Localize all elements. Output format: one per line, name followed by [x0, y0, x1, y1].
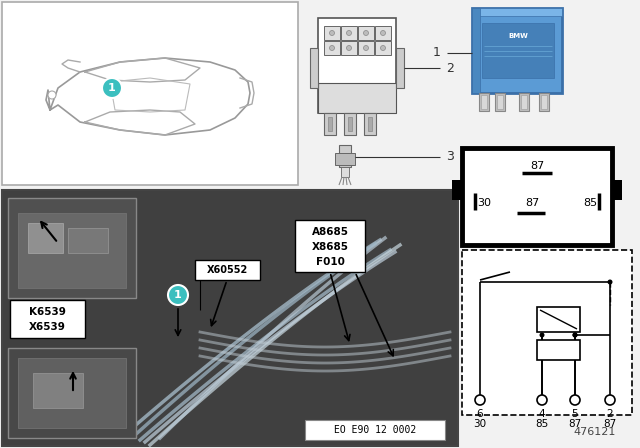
Bar [462, 148, 612, 245]
Bar [519, 93, 529, 111]
Bar [521, 95, 527, 109]
Text: 3: 3 [446, 151, 454, 164]
Text: 87: 87 [604, 419, 616, 429]
Circle shape [168, 285, 188, 305]
Text: 87: 87 [525, 198, 539, 208]
Circle shape [346, 30, 351, 35]
Text: 476121: 476121 [574, 427, 616, 437]
Circle shape [475, 395, 485, 405]
Bar [482, 23, 554, 78]
Bar [537, 307, 580, 332]
Bar [497, 95, 503, 109]
Bar [2, 190, 458, 446]
Bar [472, 8, 562, 16]
Text: 4: 4 [539, 409, 545, 419]
Bar [324, 26, 340, 40]
Bar [452, 180, 462, 200]
Circle shape [573, 332, 577, 337]
Circle shape [607, 280, 612, 284]
Text: 2: 2 [607, 409, 613, 419]
Bar [368, 117, 372, 131]
Bar [396, 48, 404, 88]
Bar [318, 18, 396, 113]
Text: F010: F010 [316, 257, 344, 267]
Bar [68, 228, 108, 253]
Bar [335, 153, 355, 165]
Text: 1: 1 [108, 83, 116, 93]
Bar [341, 26, 357, 40]
Bar [10, 300, 85, 338]
Circle shape [48, 91, 56, 99]
Circle shape [540, 332, 545, 337]
Text: A8685: A8685 [312, 227, 349, 237]
Text: 30: 30 [474, 419, 486, 429]
Bar [2, 2, 298, 185]
Bar [472, 8, 562, 93]
Text: EO E90 12 0002: EO E90 12 0002 [334, 425, 416, 435]
Text: 30: 30 [477, 198, 491, 208]
Bar [495, 93, 505, 111]
Bar [310, 48, 318, 88]
Text: 2: 2 [446, 61, 454, 74]
Text: 1: 1 [433, 47, 441, 60]
Bar [18, 213, 126, 288]
Bar [324, 113, 336, 135]
Bar [358, 41, 374, 55]
Bar [472, 8, 480, 93]
Text: 5: 5 [572, 409, 579, 419]
Text: X60552: X60552 [206, 265, 248, 275]
Circle shape [330, 30, 335, 35]
Text: K6539: K6539 [29, 307, 65, 317]
Bar [28, 223, 63, 253]
Circle shape [537, 395, 547, 405]
Text: X8685: X8685 [312, 242, 349, 252]
Bar [318, 83, 396, 113]
Text: BMW: BMW [508, 33, 528, 39]
Bar [479, 93, 489, 111]
Bar [18, 358, 126, 428]
Bar [358, 26, 374, 40]
Circle shape [381, 46, 385, 51]
Bar [541, 95, 547, 109]
Circle shape [102, 78, 122, 98]
Circle shape [346, 46, 351, 51]
Bar [375, 41, 391, 55]
Bar [539, 93, 549, 111]
Circle shape [330, 46, 335, 51]
Bar [612, 180, 622, 200]
Text: 85: 85 [536, 419, 548, 429]
Circle shape [573, 332, 577, 337]
Bar [33, 373, 83, 408]
Bar [339, 145, 351, 167]
Bar [375, 26, 391, 40]
Bar [195, 260, 260, 280]
Bar [348, 117, 352, 131]
Circle shape [364, 46, 369, 51]
Circle shape [364, 30, 369, 35]
Text: 6: 6 [477, 409, 483, 419]
Text: 1: 1 [174, 290, 182, 300]
Text: 87: 87 [568, 419, 582, 429]
Bar [462, 250, 632, 415]
Circle shape [605, 395, 615, 405]
Text: X6539: X6539 [29, 322, 65, 332]
Bar [8, 348, 136, 438]
Text: 87: 87 [530, 161, 544, 171]
Text: 85: 85 [583, 198, 597, 208]
Bar [537, 340, 580, 360]
Circle shape [570, 395, 580, 405]
Bar [344, 113, 356, 135]
Bar [295, 220, 365, 272]
Bar [341, 41, 357, 55]
Circle shape [381, 30, 385, 35]
Bar [341, 167, 349, 177]
Bar [481, 95, 487, 109]
Bar [324, 41, 340, 55]
Bar [364, 113, 376, 135]
Bar [8, 198, 136, 298]
Bar [328, 117, 332, 131]
Bar [305, 420, 445, 440]
